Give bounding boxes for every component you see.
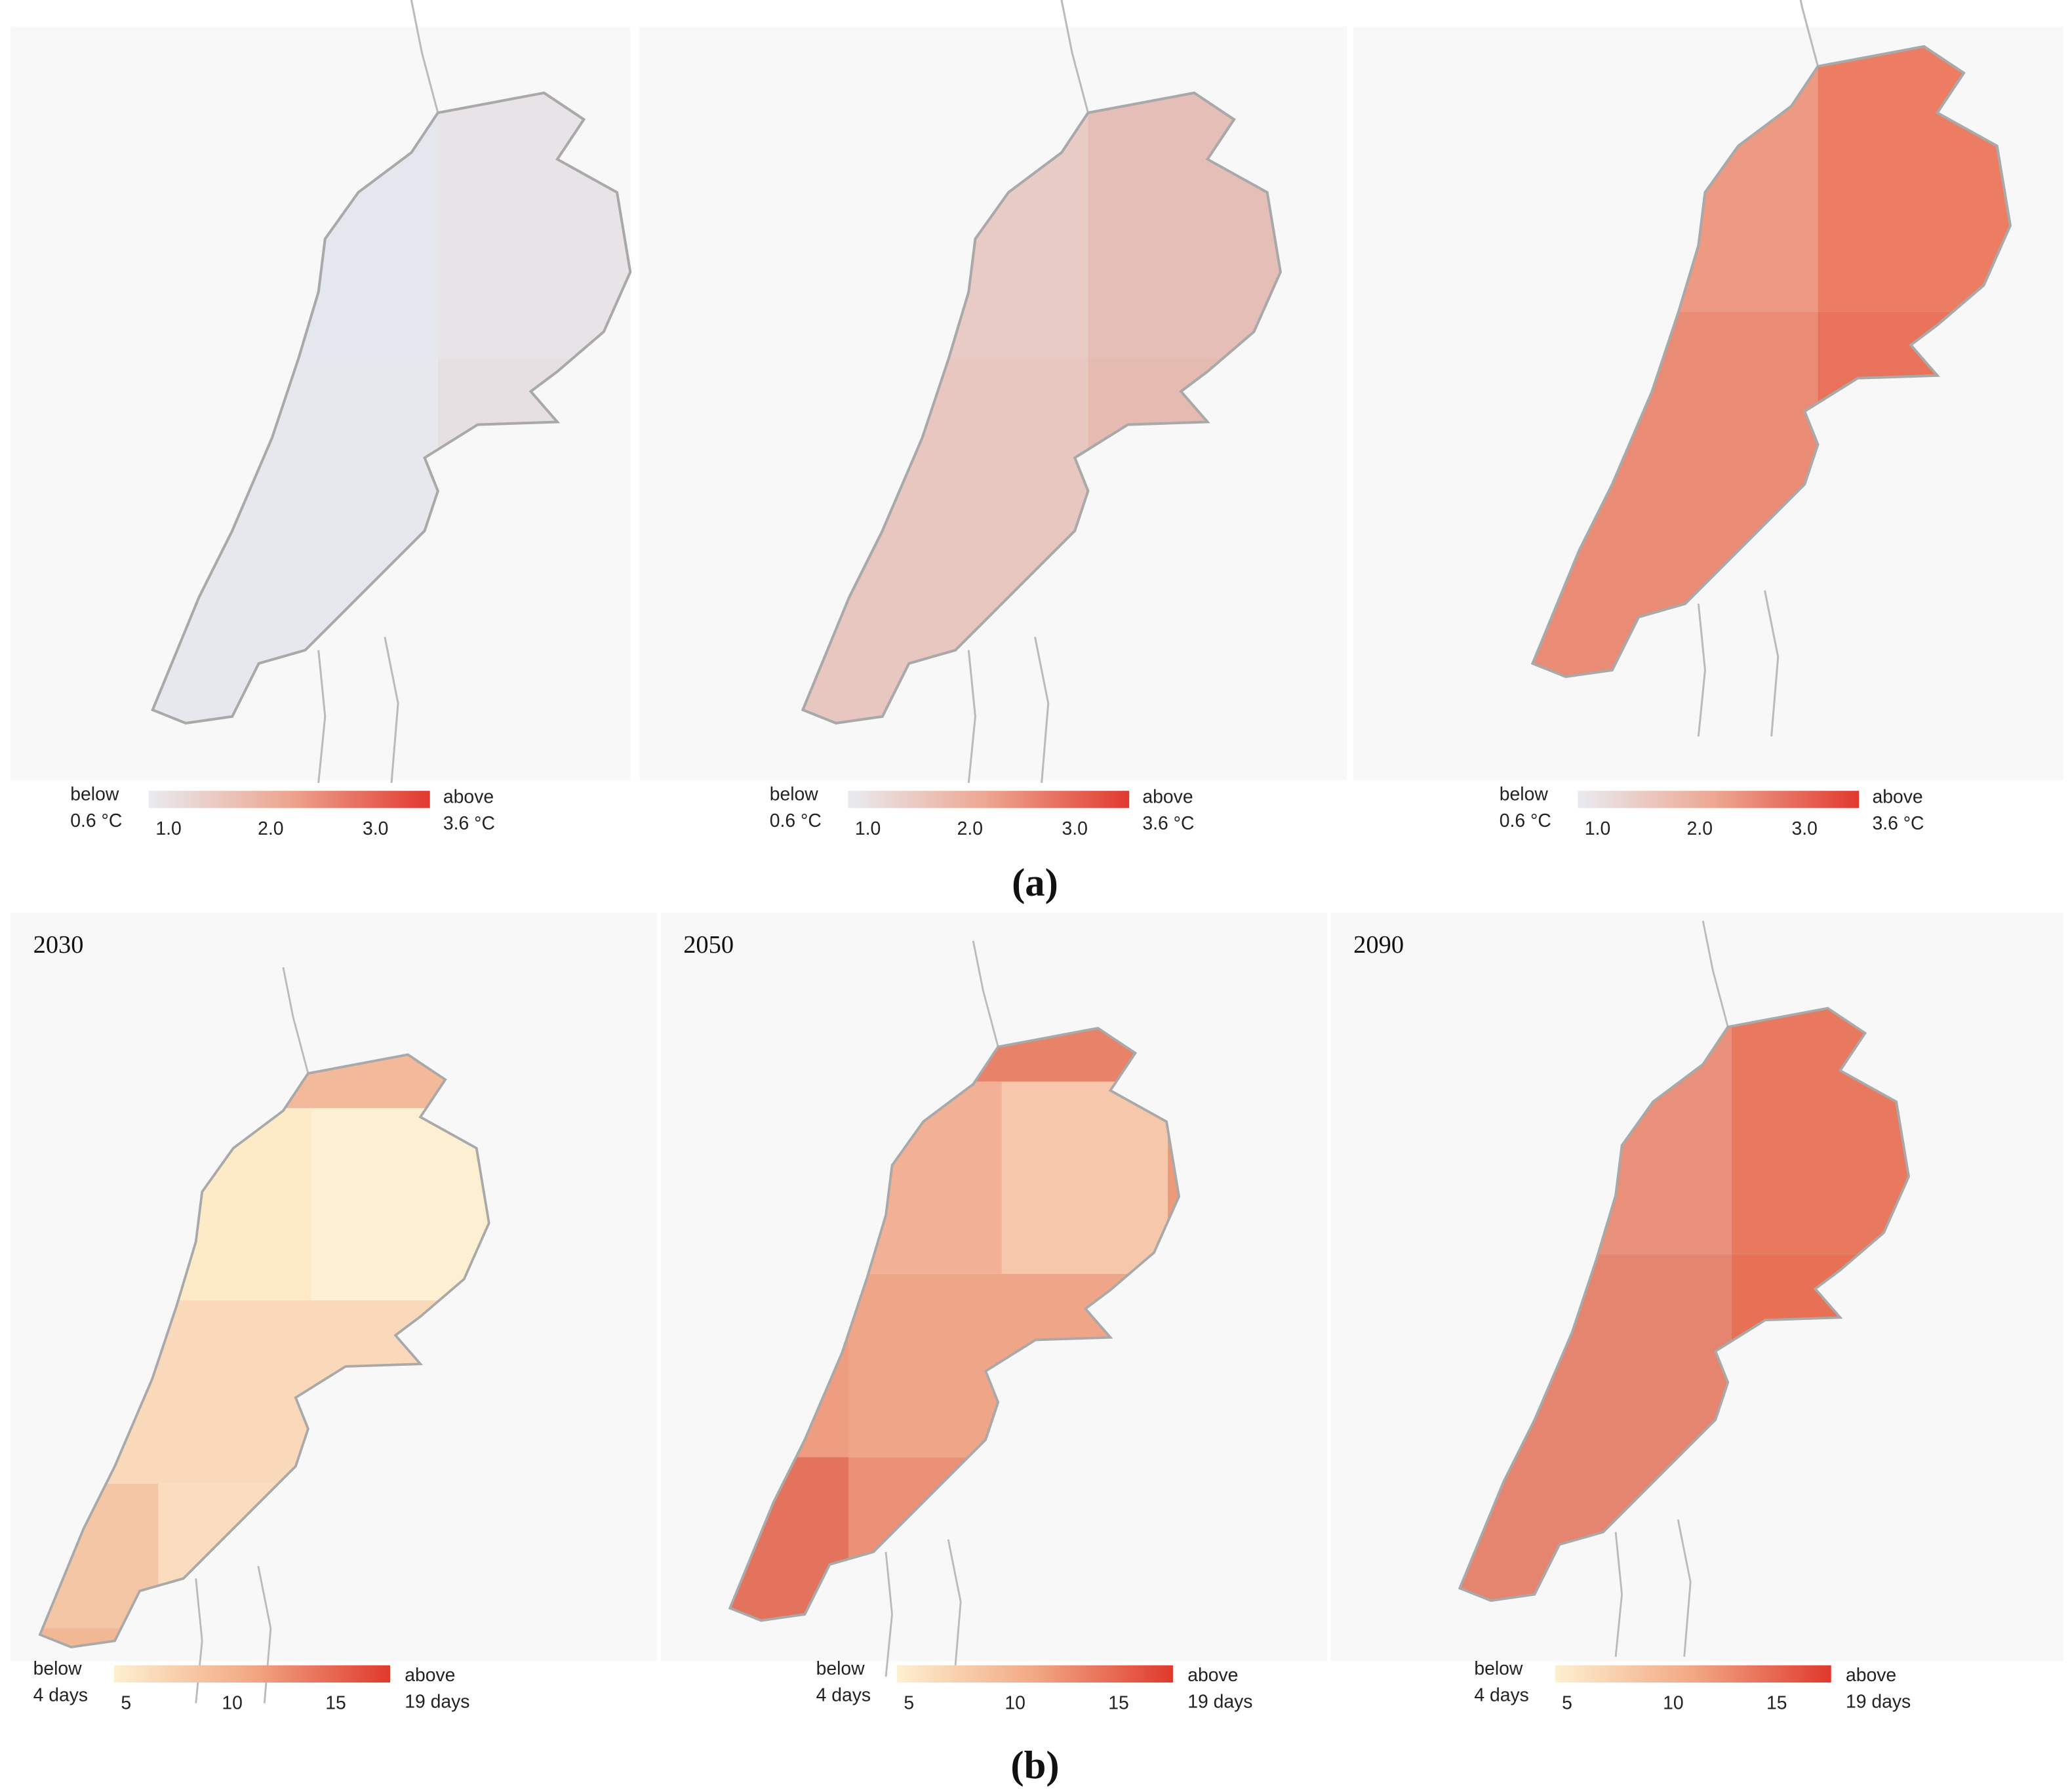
panel-label: (b) xyxy=(1010,1743,1059,1787)
legend-low: 0.6 °C xyxy=(70,810,122,831)
coastline xyxy=(1702,921,1729,1027)
legend-low: 4 days xyxy=(1474,1684,1528,1705)
map-panel xyxy=(1353,0,2063,780)
border xyxy=(885,1551,893,1677)
border xyxy=(384,637,399,784)
legend-above: above xyxy=(1846,1665,1896,1686)
legend-tick: 1.0 xyxy=(1585,818,1610,839)
legend-tick: 15 xyxy=(325,1693,346,1714)
border xyxy=(317,650,327,784)
legend-tick: 5 xyxy=(1562,1693,1572,1714)
legend-tick: 15 xyxy=(1108,1693,1129,1714)
legend-below: below xyxy=(1474,1658,1523,1679)
legend-below: below xyxy=(70,784,119,805)
map-panel xyxy=(1330,913,2063,1662)
coastline xyxy=(1799,0,1819,67)
legend-tick: 10 xyxy=(222,1693,243,1714)
coastline xyxy=(410,0,439,113)
legend-tick: 3.0 xyxy=(1062,818,1088,839)
border xyxy=(947,1539,962,1677)
legend-below: below xyxy=(816,1658,866,1679)
map-panel xyxy=(10,913,657,1703)
map-panel xyxy=(10,0,968,784)
grid-cell xyxy=(311,1108,489,1301)
panel-label: (a) xyxy=(1012,861,1058,905)
legend-above: above xyxy=(1187,1665,1238,1686)
legend-tick: 5 xyxy=(904,1693,914,1714)
color-bar xyxy=(848,791,1130,808)
legend-tick: 2.0 xyxy=(1687,818,1713,839)
legend-below: below xyxy=(33,1658,83,1679)
legend-tick: 3.0 xyxy=(363,818,388,839)
coastline xyxy=(1060,0,1089,113)
legend-tick: 10 xyxy=(1005,1693,1025,1714)
color-bar xyxy=(1555,1665,1831,1683)
map-panel xyxy=(639,0,1347,784)
legend-high: 19 days xyxy=(1846,1691,1911,1712)
border xyxy=(1697,603,1706,737)
legend-low: 0.6 °C xyxy=(1500,810,1551,831)
border xyxy=(1677,1519,1692,1657)
legend-tick: 15 xyxy=(1766,1693,1787,1714)
legend-low: 4 days xyxy=(816,1684,871,1705)
color-bar xyxy=(114,1665,390,1683)
legend-low: 4 days xyxy=(33,1684,88,1705)
legend-tick: 2.0 xyxy=(258,818,283,839)
coastline xyxy=(972,940,999,1047)
border xyxy=(967,650,976,784)
legend-high: 3.6 °C xyxy=(1872,813,1924,834)
legend-above: above xyxy=(1872,786,1922,807)
map-panel xyxy=(660,913,1327,1677)
border xyxy=(1764,590,1780,737)
legend-high: 3.6 °C xyxy=(1142,813,1194,834)
legend-tick: 1.0 xyxy=(155,818,181,839)
legend-high: 19 days xyxy=(1187,1691,1252,1712)
legend-tick: 2.0 xyxy=(957,818,983,839)
border xyxy=(1614,1532,1623,1657)
legend-below: below xyxy=(770,784,819,805)
legend-low: 0.6 °C xyxy=(770,810,822,831)
legend-tick: 3.0 xyxy=(1792,818,1818,839)
legend-tick: 1.0 xyxy=(855,818,881,839)
color-bar xyxy=(1578,791,1860,808)
legend-high: 3.6 °C xyxy=(443,813,495,834)
year-label: 2030 xyxy=(33,931,84,959)
legend-tick: 5 xyxy=(121,1693,131,1714)
year-label: 2050 xyxy=(683,931,734,959)
color-bar xyxy=(148,791,430,808)
border xyxy=(1034,637,1050,784)
legend-above: above xyxy=(443,786,494,807)
grid-cell xyxy=(1001,1081,1168,1274)
legend-above: above xyxy=(1142,786,1193,807)
year-label: 2090 xyxy=(1353,931,1404,959)
legend-high: 19 days xyxy=(405,1691,469,1712)
legend-tick: 10 xyxy=(1663,1693,1684,1714)
legend-below: below xyxy=(1500,784,1549,805)
color-bar xyxy=(897,1665,1173,1683)
coastline xyxy=(282,966,309,1074)
legend-above: above xyxy=(405,1665,455,1686)
